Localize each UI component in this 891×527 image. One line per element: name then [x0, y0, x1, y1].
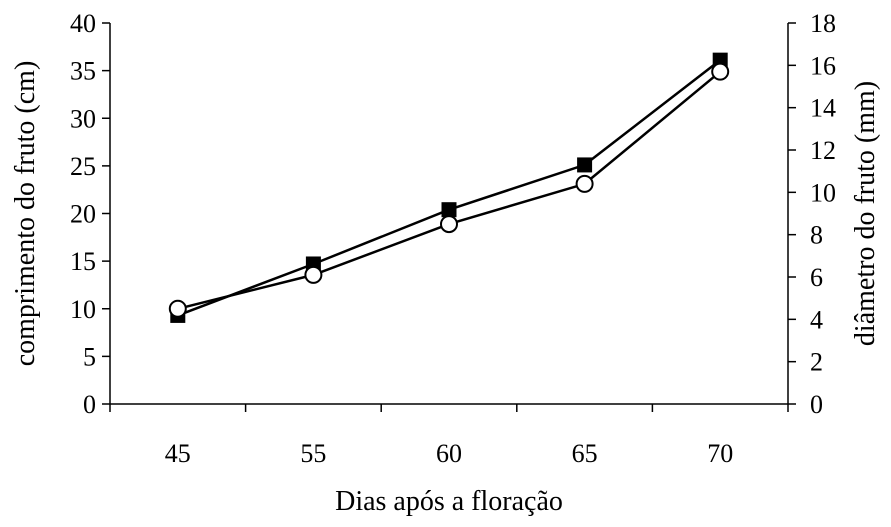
x-tick-label: 55: [300, 439, 326, 468]
y-right-tick-label: 0: [810, 390, 823, 419]
y-right-tick-label: 18: [810, 9, 836, 38]
series-1-point: [577, 157, 593, 173]
series-1-point: [441, 202, 457, 218]
series-2-point: [168, 299, 187, 318]
y-left-tick-label: 10: [70, 295, 96, 324]
y-axis-right-title: diâmetro do fruto (mm): [850, 81, 881, 346]
y-left-tick-label: 35: [70, 57, 96, 86]
series-2-point: [440, 215, 458, 234]
y-right-tick-label: 12: [810, 136, 836, 165]
y-left-tick-label: 40: [70, 9, 96, 38]
y-right-tick-label: 4: [810, 305, 823, 334]
y-left-tick-label: 0: [83, 390, 96, 419]
series-2-line: [177, 70, 721, 311]
y-right-tick-label: 2: [810, 348, 823, 377]
series-2-point: [575, 174, 594, 193]
y-axis-left-title: comprimento do fruto (cm): [10, 61, 41, 367]
series-1-line: [177, 59, 721, 317]
y-right-tick-label: 14: [810, 94, 836, 123]
y-left-tick-label: 15: [70, 247, 96, 276]
y-right-tick-label: 8: [810, 221, 823, 250]
y-left-tick-label: 5: [83, 342, 96, 371]
series-2-point: [304, 265, 323, 284]
ticks-layer: 0 5 10 15 20 25 30 35 40 0 2 4 6 8 10 12 14 16 18 45 55 60 65 7…: [70, 9, 836, 468]
x-tick-label: 70: [707, 439, 733, 468]
y-right-tick-label: 6: [810, 263, 823, 292]
y-left-tick-label: 20: [70, 200, 96, 229]
series-2-point: [711, 62, 730, 81]
y-left-tick-label: 25: [70, 152, 96, 181]
x-tick-label: 65: [572, 439, 598, 468]
y-left-tick-label: 30: [70, 104, 96, 133]
x-tick-label: 45: [165, 439, 191, 468]
x-tick-label: 60: [436, 439, 462, 468]
y-right-tick-label: 10: [810, 178, 836, 207]
series-layer: [168, 52, 730, 323]
y-right-tick-label: 16: [810, 51, 836, 80]
x-axis-title: Dias após a floração: [335, 486, 563, 517]
